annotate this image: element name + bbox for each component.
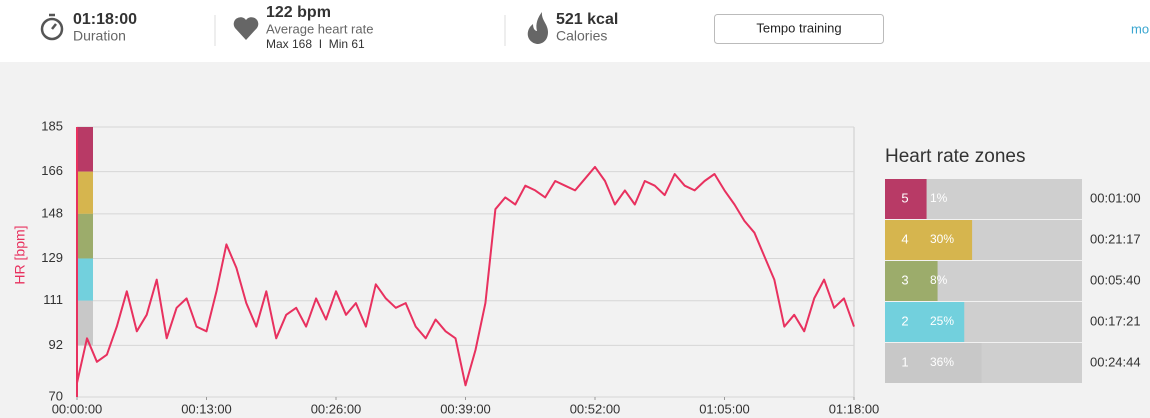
hr-range: Max 168 I Min 61	[266, 37, 365, 51]
zone-duration: 00:05:40	[1090, 272, 1141, 287]
zone-number-cell	[885, 343, 925, 383]
zone-band	[77, 213, 93, 259]
hr-value: 122 bpm	[266, 4, 331, 21]
zone-percent: 36%	[930, 355, 954, 369]
zone-band	[77, 171, 93, 214]
y-tick-label: 70	[49, 388, 63, 403]
y-tick-label: 185	[41, 118, 63, 133]
zone-number: 3	[901, 272, 908, 287]
zone-percent: 25%	[930, 314, 954, 328]
y-axis-label: HR [bpm]	[12, 225, 28, 284]
zone-number-cell	[885, 261, 925, 301]
x-tick-label: 00:52:00	[570, 401, 621, 416]
y-tick-label: 166	[41, 163, 63, 178]
duration-value: 01:18:00	[73, 11, 137, 28]
x-tick-label: 01:05:00	[699, 401, 750, 416]
x-tick-label: 00:13:00	[181, 401, 232, 416]
zone-bar	[925, 179, 927, 219]
zone-duration: 00:24:44	[1090, 354, 1141, 369]
zone-duration: 00:01:00	[1090, 190, 1141, 205]
calories-value: 521 kcal	[556, 11, 618, 28]
hr-label: Average heart rate	[266, 21, 373, 36]
y-tick-label: 148	[41, 205, 63, 220]
zone-number: 1	[901, 354, 908, 369]
calories-label: Calories	[556, 28, 607, 44]
zone-bar	[925, 261, 938, 301]
training-button[interactable]	[714, 14, 884, 44]
heart-icon	[233, 17, 259, 40]
zone-percent: 8%	[930, 273, 948, 287]
zone-number: 5	[901, 190, 908, 205]
x-tick-label: 00:26:00	[311, 401, 362, 416]
zone-bar	[925, 343, 982, 383]
x-tick-label: 00:39:00	[440, 401, 491, 416]
x-tick-label: 00:00:00	[52, 401, 103, 416]
stopwatch-icon	[40, 13, 64, 41]
zone-percent: 30%	[930, 232, 954, 246]
zones-title: Heart rate zones	[885, 146, 1025, 167]
zone-band	[77, 258, 93, 301]
zone-number-cell	[885, 302, 925, 342]
zone-duration: 00:21:17	[1090, 231, 1141, 246]
zone-bar	[925, 220, 973, 260]
flame-icon	[527, 12, 548, 44]
y-tick-label: 111	[43, 292, 63, 307]
zone-number-cell	[885, 220, 925, 260]
zone-band	[77, 300, 93, 346]
zone-percent: 1%	[930, 191, 948, 205]
zone-number: 2	[901, 313, 908, 328]
zone-number: 4	[901, 231, 908, 246]
zone-band	[77, 127, 93, 172]
header-bg	[0, 0, 1150, 62]
zone-duration: 00:17:21	[1090, 313, 1141, 328]
hr-line	[76, 165, 855, 387]
x-tick-label: 01:18:00	[829, 401, 880, 416]
y-tick-label: 129	[41, 250, 63, 265]
more-link[interactable]: mo	[1131, 21, 1149, 36]
zone-bar	[925, 302, 965, 342]
zone-number-cell	[885, 179, 925, 219]
training-button-label[interactable]: Tempo training	[756, 20, 841, 35]
y-tick-label: 92	[49, 337, 63, 352]
duration-label: Duration	[73, 28, 126, 44]
